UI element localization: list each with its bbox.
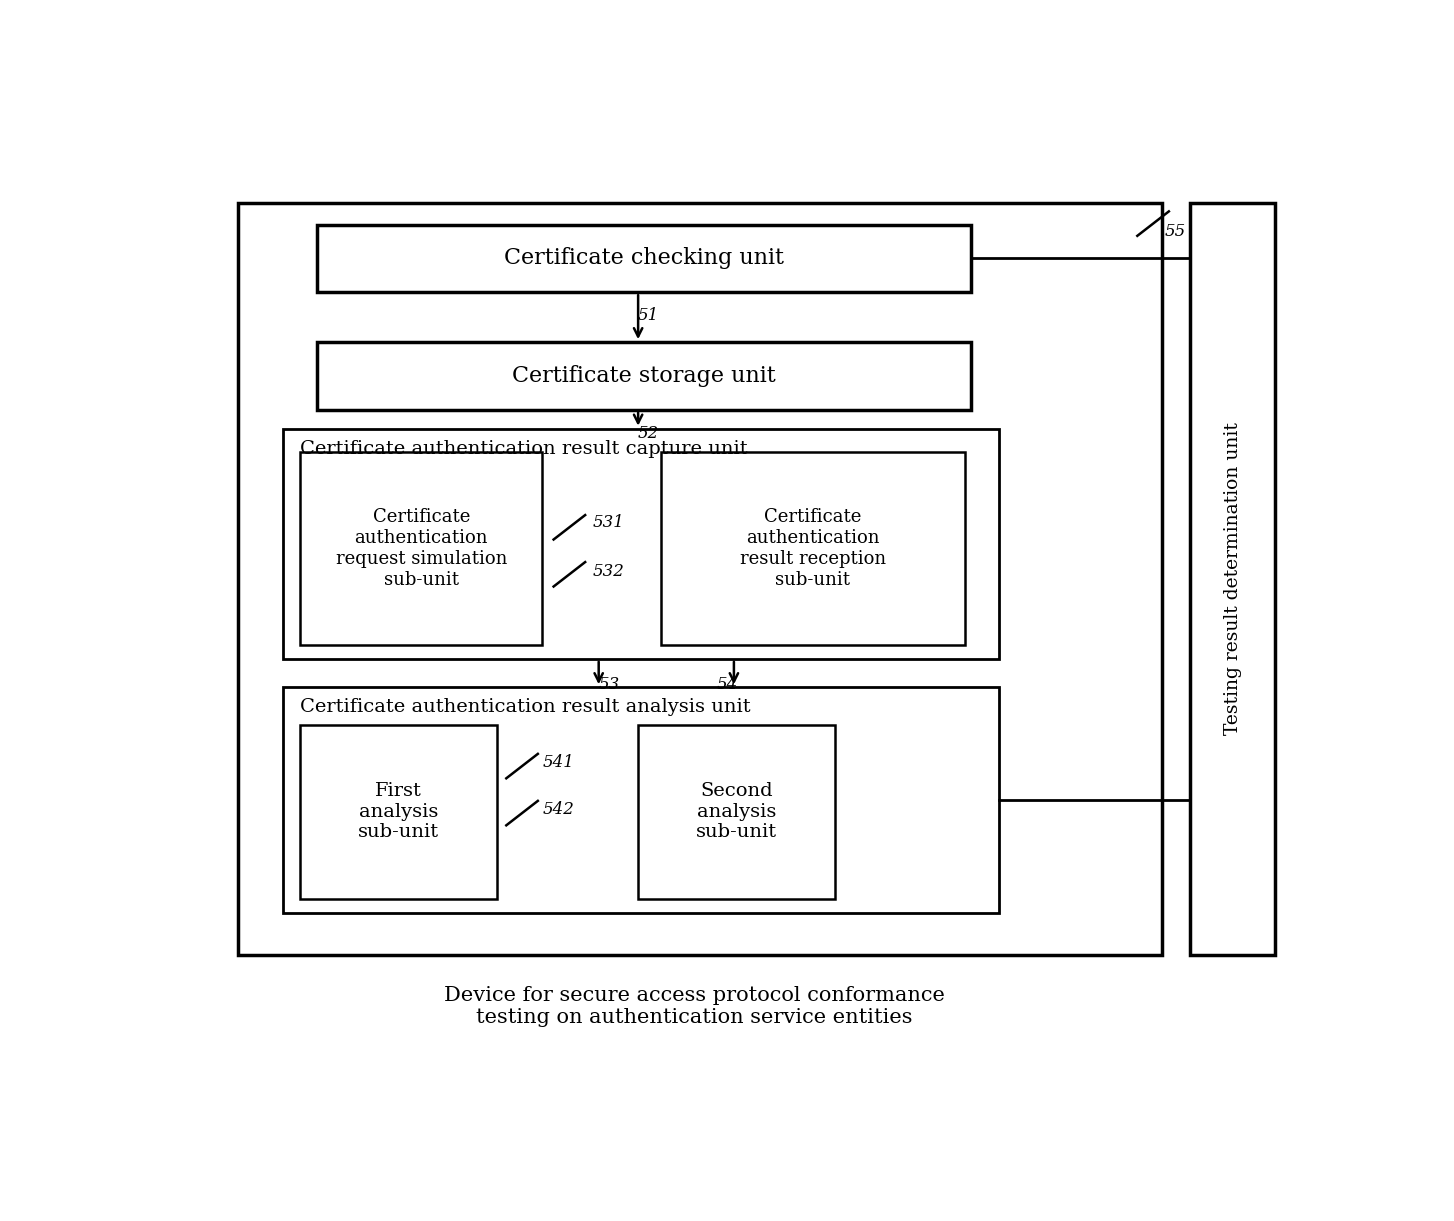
Text: 52: 52: [638, 425, 659, 442]
Bar: [300, 452, 542, 645]
Bar: [238, 203, 1162, 955]
Bar: [638, 725, 836, 899]
Text: 541: 541: [542, 753, 574, 770]
Text: 51: 51: [638, 308, 659, 325]
Text: 542: 542: [542, 801, 574, 818]
Bar: [284, 429, 999, 659]
Text: Certificate checking unit: Certificate checking unit: [503, 248, 784, 270]
Text: 54: 54: [717, 675, 739, 692]
Text: Certificate
authentication
request simulation
sub-unit: Certificate authentication request simul…: [336, 508, 507, 589]
Text: Device for secure access protocol conformance
testing on authentication service : Device for secure access protocol confor…: [443, 987, 945, 1027]
Text: 53: 53: [599, 675, 619, 692]
Text: Second
analysis
sub-unit: Second analysis sub-unit: [696, 781, 778, 841]
Text: 55: 55: [1165, 222, 1185, 239]
Bar: [317, 225, 971, 292]
Text: Certificate storage unit: Certificate storage unit: [512, 365, 775, 387]
Text: First
analysis
sub-unit: First analysis sub-unit: [358, 781, 439, 841]
Bar: [660, 452, 965, 645]
Text: 531: 531: [593, 514, 625, 531]
Bar: [1191, 203, 1275, 955]
Text: Testing result determination unit: Testing result determination unit: [1223, 422, 1242, 735]
Bar: [284, 687, 999, 913]
Text: 532: 532: [593, 563, 625, 580]
Text: Certificate authentication result capture unit: Certificate authentication result captur…: [300, 440, 747, 458]
Text: Certificate authentication result analysis unit: Certificate authentication result analys…: [300, 698, 750, 717]
Bar: [317, 342, 971, 410]
Bar: [300, 725, 497, 899]
Text: Certificate
authentication
result reception
sub-unit: Certificate authentication result recept…: [740, 508, 885, 589]
